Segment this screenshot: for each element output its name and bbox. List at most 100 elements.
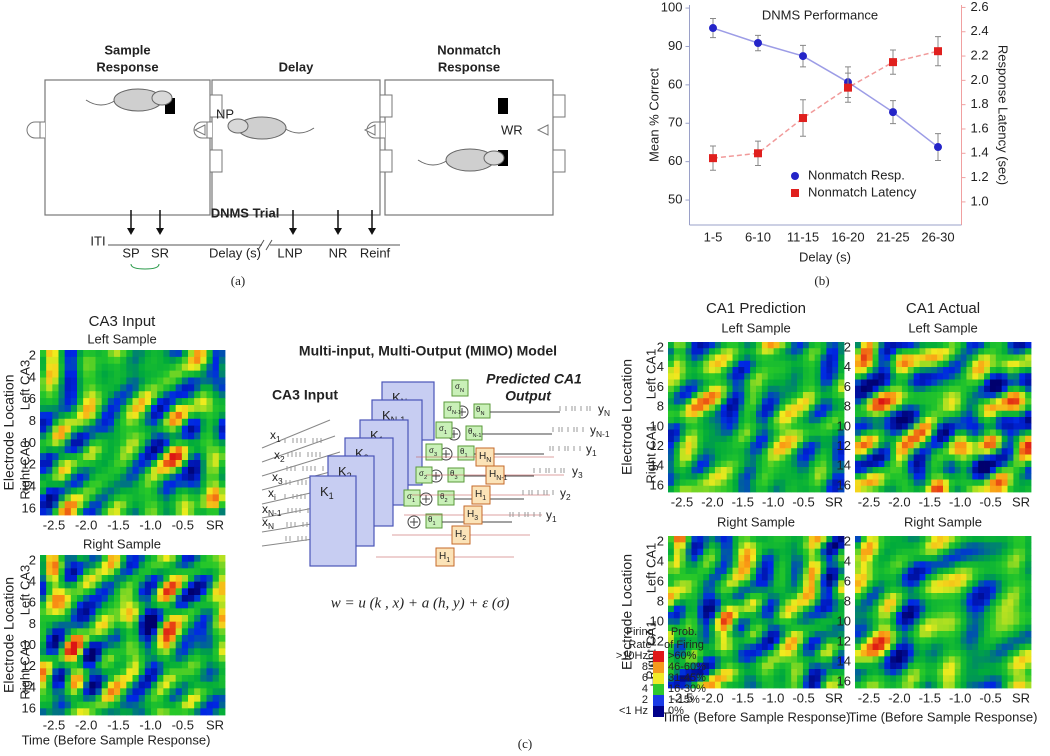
heat-y-tick: 10 bbox=[837, 613, 851, 628]
heatmap-cell bbox=[726, 586, 733, 594]
heatmap-cell bbox=[919, 373, 926, 380]
heatmap-cell bbox=[46, 377, 53, 385]
heatmap-cell bbox=[989, 473, 997, 480]
heatmap-cell bbox=[1001, 593, 1008, 600]
heatmap-cell bbox=[175, 425, 183, 433]
heatmap-cell bbox=[200, 356, 207, 365]
heatmap-cell bbox=[703, 354, 710, 362]
heatmap-cell bbox=[58, 398, 66, 406]
heatmap-cell bbox=[114, 568, 121, 576]
heatmap-cell bbox=[212, 356, 220, 365]
heatmap-cell bbox=[756, 618, 763, 626]
heatmap-cell bbox=[163, 370, 170, 378]
heat-y-tick: 2 bbox=[844, 533, 851, 548]
heatmap-cell bbox=[872, 442, 879, 449]
heatmap-cell bbox=[814, 485, 821, 493]
heatmap-cell bbox=[866, 669, 873, 676]
heatmap-cell bbox=[77, 708, 84, 716]
heatmap-cell bbox=[872, 385, 879, 393]
heatmap-cell bbox=[860, 643, 868, 651]
heatmap-cell bbox=[95, 675, 103, 683]
heatmap-cell bbox=[107, 466, 115, 475]
heatmap-cell bbox=[218, 648, 226, 656]
heat-y-tick: 8 bbox=[844, 593, 851, 608]
heatmap-cell bbox=[972, 404, 979, 412]
heatmap-cell bbox=[826, 479, 833, 487]
heatmap-cell bbox=[937, 618, 944, 626]
base: x bbox=[270, 428, 276, 442]
heatmap-cell bbox=[814, 536, 821, 543]
heatmap-cell bbox=[948, 485, 956, 493]
heat-y-tick: 6 bbox=[844, 573, 851, 588]
heatmap-cell bbox=[738, 567, 745, 575]
heatmap-cell bbox=[151, 350, 158, 358]
heatmap-cell bbox=[132, 588, 140, 596]
heatmap-cell bbox=[954, 479, 961, 487]
heatmap-cell bbox=[58, 615, 66, 623]
sub-label: σ3 bbox=[429, 446, 437, 458]
heatmap-cell bbox=[826, 548, 833, 556]
heatmap-cell bbox=[89, 363, 96, 372]
heatmap-cell bbox=[732, 548, 739, 556]
heatmap-cell bbox=[120, 356, 127, 365]
heatmap-cell bbox=[126, 432, 133, 440]
heatmap-cell bbox=[77, 391, 84, 399]
heatmap-cell bbox=[773, 367, 780, 374]
heatmap-cell bbox=[820, 467, 827, 474]
heatmap-cell bbox=[1013, 561, 1020, 569]
heatmap-cell bbox=[802, 631, 810, 638]
heatmap-cell bbox=[1001, 631, 1008, 638]
heatmap-cell bbox=[679, 586, 686, 594]
heatmap-cell bbox=[826, 593, 833, 600]
heatmap-cell bbox=[726, 669, 733, 676]
heatmap-cell bbox=[808, 548, 816, 556]
heatmap-cell bbox=[697, 675, 704, 683]
heatmap-cell bbox=[144, 473, 152, 482]
sub-label: x1 bbox=[270, 428, 281, 444]
heatmap-cell bbox=[978, 599, 985, 607]
heatmap-cell bbox=[890, 618, 897, 626]
base: σ bbox=[447, 404, 452, 413]
heatmap-cell bbox=[126, 411, 133, 420]
heatmap-cell bbox=[175, 446, 183, 454]
heatmap-cell bbox=[697, 637, 704, 645]
heatmap-cell bbox=[989, 669, 997, 676]
heatmap-cell bbox=[144, 681, 152, 689]
heatmap-cell bbox=[860, 656, 868, 664]
heatmap-cell bbox=[890, 429, 897, 437]
heatmap-cell bbox=[820, 342, 827, 349]
heatmap-cell bbox=[673, 485, 681, 493]
heatmap-cell bbox=[860, 460, 868, 468]
heatmap-cell bbox=[913, 379, 920, 387]
heatmap-cell bbox=[720, 467, 728, 474]
heatmap-cell bbox=[797, 479, 804, 487]
heatmap-cell bbox=[907, 637, 915, 645]
heatmap-cell bbox=[151, 370, 158, 378]
heatmap-cell bbox=[797, 681, 804, 689]
heatmap-cell bbox=[732, 448, 739, 455]
heatmap-cell bbox=[181, 581, 189, 589]
heatmap-cell bbox=[52, 473, 59, 482]
heatmap-cell bbox=[720, 669, 728, 676]
equation: w = u (k , x) + a (h, y) + ε (σ) bbox=[331, 595, 510, 611]
heatmap-cell bbox=[767, 618, 774, 626]
heatmap-cell bbox=[872, 593, 879, 600]
heatmap-cell bbox=[966, 379, 973, 387]
heatmap-cell bbox=[838, 348, 845, 355]
heatmap-cell bbox=[808, 593, 816, 600]
heatmap-cell bbox=[791, 360, 798, 368]
heatmap-cell bbox=[679, 417, 686, 424]
heatmap-cell bbox=[218, 661, 226, 669]
heatmap-cell bbox=[896, 454, 903, 462]
heatmap-cell bbox=[907, 542, 915, 550]
heatmap-cell bbox=[691, 467, 698, 474]
heatmap-cell bbox=[685, 681, 692, 689]
heatmap-cell bbox=[872, 669, 879, 676]
heatmap-cell bbox=[919, 643, 926, 651]
heatmap-cell bbox=[984, 454, 991, 462]
heatmap-cell bbox=[194, 608, 201, 616]
heatmap-cell bbox=[679, 354, 686, 362]
heatmap-cell bbox=[720, 599, 728, 607]
heatmap-cell bbox=[114, 377, 121, 385]
heat-y-tick: 10 bbox=[650, 418, 664, 433]
